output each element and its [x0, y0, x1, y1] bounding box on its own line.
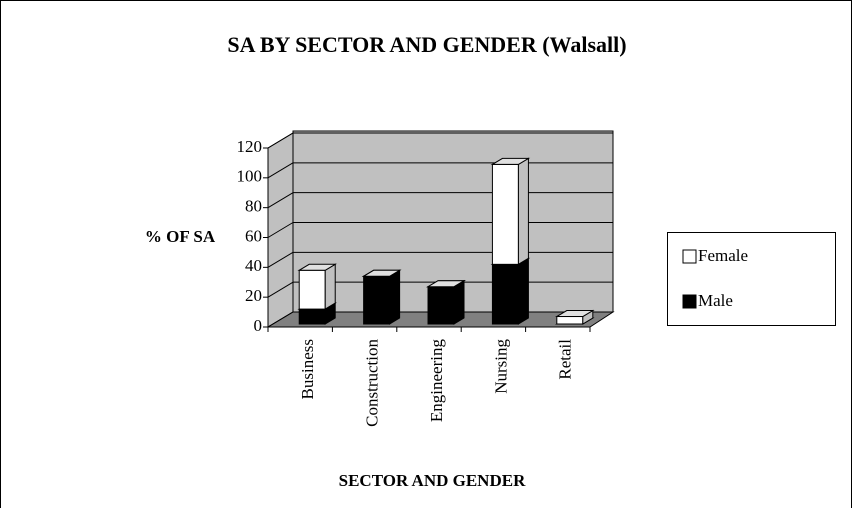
x-axis-label: SECTOR AND GENDER [339, 471, 526, 490]
y-tick-label: 60 [245, 226, 262, 245]
bar-front [427, 286, 455, 325]
y-tick-label: 0 [254, 316, 263, 335]
x-tick-label: Engineering [427, 339, 446, 423]
bar-side [517, 257, 529, 325]
x-tick-label: Retail [556, 339, 575, 380]
y-tick-label: 80 [245, 197, 262, 216]
bar-side [517, 157, 529, 266]
bar-front [491, 163, 519, 265]
grid-line [267, 251, 294, 268]
bar-front [363, 275, 391, 325]
bar-front [556, 316, 584, 325]
grid-line [267, 162, 294, 179]
x-tick-label: Construction [363, 339, 382, 427]
grid-line [267, 192, 294, 209]
chart-title: SA BY SECTOR AND GENDER (Walsall) [227, 32, 626, 57]
bar-front [298, 308, 326, 325]
grid-line [267, 132, 294, 149]
legend-label: Female [698, 246, 748, 265]
y-axis-label: % OF SA [145, 227, 216, 246]
legend-swatch [682, 294, 697, 309]
y-tick-label: 40 [245, 256, 262, 275]
bar-top [297, 263, 338, 271]
bar-side [453, 279, 465, 325]
bar-front [298, 269, 326, 310]
bar-top [555, 310, 595, 318]
y-tick-label: 100 [237, 167, 263, 186]
bar-top [490, 157, 531, 165]
bar-top [426, 280, 466, 288]
x-tick-label: Business [298, 339, 317, 399]
grid-line [267, 222, 294, 238]
bar-top [361, 269, 402, 277]
bar-side [389, 269, 401, 325]
bar-front [491, 263, 519, 325]
legend-label: Male [698, 291, 733, 310]
x-tick-label: Nursing [491, 339, 510, 394]
bar-side [324, 263, 336, 310]
grid-line [267, 281, 294, 298]
legend [667, 232, 836, 326]
y-tick-label: 20 [245, 286, 262, 305]
grid-line [267, 311, 294, 328]
y-tick-label: 120 [237, 137, 263, 156]
legend-swatch [682, 249, 697, 264]
